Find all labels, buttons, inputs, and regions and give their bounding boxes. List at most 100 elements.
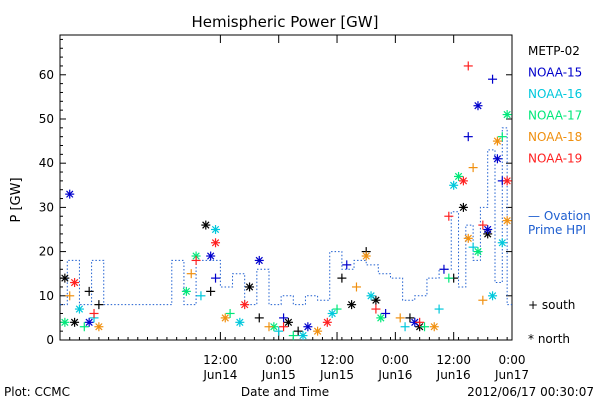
symbol-legend-north: * north [528, 332, 570, 346]
x-tick-date-label: Jun17 [494, 368, 529, 382]
x-tick-time-label: 12:00 [203, 353, 238, 367]
data-point-noaa-18 [186, 269, 196, 279]
x-tick-date-label: Jun14 [202, 368, 237, 382]
data-point-noaa-15 [492, 154, 502, 164]
data-point-noaa-18 [313, 326, 323, 336]
data-point-noaa-19 [458, 176, 468, 186]
data-point-noaa-17 [497, 132, 507, 142]
data-point-noaa-18 [351, 282, 361, 292]
data-point-noaa-17 [225, 308, 235, 318]
data-point-metp-02 [458, 202, 468, 212]
data-point-noaa-17 [60, 317, 70, 327]
legend: METP-02 NOAA-15 NOAA-16 NOAA-17 NOAA-18 NOAA-… [528, 44, 582, 166]
data-point-noaa-16 [400, 322, 410, 332]
legend-entry-noaa-15: NOAA-15 [528, 66, 582, 80]
data-point-noaa-17 [79, 322, 89, 332]
y-tick-label: 40 [39, 156, 54, 170]
x-tick-date-label: Jun16 [436, 368, 471, 382]
data-point-noaa-19 [70, 278, 80, 288]
data-point-noaa-15 [84, 317, 94, 327]
plot-frame [59, 34, 513, 341]
x-tick-date-label: Jun15 [319, 368, 354, 382]
data-point-noaa-19 [371, 304, 381, 314]
y-tick-label: 50 [39, 112, 54, 126]
x-tick-date-label: Jun15 [261, 368, 296, 382]
data-point-noaa-15 [483, 224, 493, 234]
data-point-noaa-19 [415, 317, 425, 327]
footer-plot-credit: Plot: CCMC [4, 385, 70, 399]
data-point-noaa-16 [488, 291, 498, 301]
x-axis-label: Date and Time [241, 385, 329, 399]
data-point-noaa-16 [235, 317, 245, 327]
data-point-noaa-18 [502, 216, 512, 226]
data-point-noaa-19 [322, 317, 332, 327]
data-point-metp-02 [70, 317, 80, 327]
data-point-noaa-18 [94, 322, 104, 332]
data-point-noaa-16 [211, 224, 221, 234]
data-point-metp-02 [283, 317, 293, 327]
data-point-noaa-15 [254, 255, 264, 265]
data-point-noaa-15 [206, 251, 216, 261]
data-point-noaa-15 [65, 189, 75, 199]
data-point-noaa-17 [332, 304, 342, 314]
symbol-legend-south: + south [528, 298, 575, 312]
data-point-noaa-15 [473, 101, 483, 111]
data-point-noaa-19 [191, 255, 201, 265]
data-point-noaa-19 [444, 211, 454, 221]
data-point-noaa-18 [220, 313, 230, 323]
x-tick-time-label: 0:00 [265, 353, 292, 367]
data-point-noaa-15 [279, 313, 289, 323]
data-point-noaa-18 [395, 313, 405, 323]
data-point-noaa-18 [65, 291, 75, 301]
data-point-noaa-15 [342, 260, 352, 270]
data-point-metp-02 [84, 286, 94, 296]
data-point-noaa-19 [279, 322, 289, 332]
legend-ovation-line1: — Ovation [528, 209, 591, 223]
data-point-noaa-19 [211, 238, 221, 248]
data-point-noaa-16 [366, 291, 376, 301]
data-point-noaa-16 [74, 304, 84, 314]
y-tick-label: 10 [39, 289, 54, 303]
data-point-noaa-16 [327, 308, 337, 318]
data-point-noaa-17 [454, 171, 464, 181]
data-point-noaa-17 [288, 331, 298, 341]
ovation-hpi-line [60, 127, 512, 306]
data-point-noaa-16 [497, 238, 507, 248]
data-point-metp-02 [206, 286, 216, 296]
legend-entry-noaa-16: NOAA-16 [528, 87, 582, 101]
data-point-noaa-15 [381, 308, 391, 318]
legend-entry-noaa-19: NOAA-19 [528, 152, 582, 166]
y-tick-label: 20 [39, 245, 54, 259]
data-point-metp-02 [337, 273, 347, 283]
plot-area: 010203040506012:00Jun140:00Jun1512:00Jun… [39, 34, 529, 382]
y-axis-label: P [GW] [9, 177, 24, 222]
x-tick-time-label: 12:00 [436, 353, 471, 367]
legend-entry-noaa-18: NOAA-18 [528, 130, 582, 144]
y-tick-label: 60 [39, 68, 54, 82]
data-point-metp-02 [405, 313, 415, 323]
data-point-noaa-16 [298, 331, 308, 341]
data-point-noaa-18 [492, 136, 502, 146]
x-tick-time-label: 0:00 [499, 353, 526, 367]
x-tick-time-label: 12:00 [320, 353, 355, 367]
legend-entry-metp-02: METP-02 [528, 44, 580, 58]
x-tick-date-label: Jun16 [377, 368, 412, 382]
data-point-noaa-16 [196, 291, 206, 301]
data-point-metp-02 [245, 282, 255, 292]
data-point-noaa-16 [468, 242, 478, 252]
data-point-noaa-18 [478, 295, 488, 305]
data-point-noaa-18 [361, 251, 371, 261]
data-point-noaa-18 [468, 163, 478, 173]
data-point-noaa-19 [240, 300, 250, 310]
data-point-noaa-18 [264, 322, 274, 332]
data-point-metp-02 [254, 313, 264, 323]
data-point-metp-02 [60, 273, 70, 283]
data-point-noaa-19 [502, 176, 512, 186]
data-point-noaa-17 [473, 247, 483, 257]
data-point-metp-02 [201, 220, 211, 230]
y-tick-label: 30 [39, 200, 54, 214]
legend-ovation-line2: Prime HPI [528, 223, 586, 237]
data-point-noaa-18 [463, 233, 473, 243]
data-point-noaa-15 [211, 273, 221, 283]
data-point-noaa-15 [488, 74, 498, 84]
